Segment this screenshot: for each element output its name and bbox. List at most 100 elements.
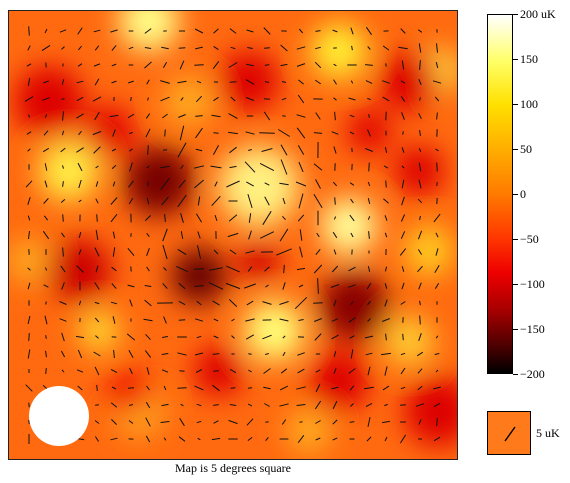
temperature-spot — [384, 316, 434, 366]
polarization-vector — [399, 434, 407, 444]
polarization-vector — [178, 47, 186, 49]
temperature-spot — [321, 198, 377, 254]
polarization-vector — [61, 98, 65, 100]
polarization-vector — [128, 349, 134, 359]
polarization-vector — [111, 164, 117, 170]
polarization-vector — [384, 146, 388, 154]
polarization-vector — [194, 318, 204, 322]
polarization-vector — [280, 144, 288, 156]
polarization-vector — [212, 60, 220, 70]
polarization-vector — [92, 96, 102, 102]
polarization-vector — [214, 181, 218, 187]
polarization-vector — [415, 403, 425, 407]
polarization-vector — [160, 177, 170, 191]
polarization-vector — [418, 148, 422, 152]
polarization-vector — [110, 301, 118, 305]
polarization-vector — [333, 79, 337, 85]
polarization-vector — [27, 267, 31, 271]
polarization-vector — [435, 369, 439, 373]
polarization-vector — [110, 197, 118, 205]
polarization-vector — [210, 165, 222, 169]
polarization-vector — [77, 63, 83, 67]
polarization-vector — [297, 368, 305, 374]
polarization-vector — [367, 266, 371, 272]
polarization-vector — [348, 284, 356, 288]
polarization-vector — [229, 28, 237, 34]
polarization-vector — [197, 196, 201, 206]
polarization-vector — [368, 162, 370, 172]
polarization-vector — [160, 80, 170, 84]
polarization-vector — [259, 132, 275, 134]
colorbar-tick-label: −150 — [520, 322, 545, 336]
polarization-vector — [350, 27, 354, 35]
temperature-spot — [164, 76, 214, 126]
polarization-vector — [78, 45, 82, 51]
polarization-vector — [27, 45, 31, 51]
polarization-vector — [296, 114, 306, 118]
polarization-vector — [229, 146, 237, 154]
polarization-vector — [384, 403, 388, 407]
polarization-vector — [330, 284, 340, 288]
polarization-vector — [247, 193, 253, 209]
polarization-vector — [264, 196, 270, 206]
polarization-vector — [213, 318, 219, 322]
polarization-vector — [297, 352, 305, 356]
polarization-vector — [417, 385, 423, 391]
map-caption: Map is 5 degrees square — [175, 461, 291, 475]
polarization-vector — [43, 198, 49, 204]
polarization-vector — [194, 179, 204, 189]
polarization-vector — [28, 230, 30, 240]
polarization-vector — [146, 79, 150, 85]
polarization-vector — [332, 29, 338, 33]
colorbar-tick — [513, 239, 518, 240]
polarization-vector — [349, 214, 355, 222]
polarization-vector — [193, 268, 205, 270]
polarization-vector — [178, 300, 186, 306]
polarization-vector — [315, 420, 321, 424]
polarization-vector — [94, 317, 100, 323]
polarization-vector — [208, 282, 224, 290]
polarization-vector — [193, 165, 205, 169]
polarization-vector — [262, 301, 272, 305]
colorbar-tick-label: −100 — [520, 277, 545, 291]
polarization-vector — [161, 369, 169, 373]
polarization-vector — [350, 232, 354, 238]
polarization-vector — [76, 369, 84, 373]
polarization-vector — [331, 334, 339, 340]
polarization-vector — [59, 318, 67, 322]
polarization-vector — [194, 28, 204, 34]
polarization-vector — [263, 386, 271, 390]
polarization-vector — [163, 437, 167, 441]
polarization-vector — [228, 131, 238, 135]
polarization-vector — [145, 435, 151, 443]
polarization-vector — [128, 404, 134, 406]
polarization-vector — [231, 318, 235, 322]
polarization-vector — [248, 369, 252, 373]
polarization-vector — [401, 112, 405, 120]
polarization-vector — [179, 60, 185, 70]
polarization-vector — [367, 216, 371, 220]
polarization-vector — [128, 80, 134, 84]
polarization-vector — [316, 232, 320, 238]
polarization-vector — [230, 46, 236, 50]
polarization-vector — [246, 63, 254, 67]
polarization-vector — [365, 80, 373, 84]
colorbar-tick-label: 150 — [520, 52, 538, 66]
temperature-spot — [379, 51, 439, 111]
polarization-vector — [398, 46, 408, 50]
polarization-vector — [331, 265, 339, 273]
polarization-vector — [351, 45, 353, 51]
polarization-vector — [161, 403, 169, 407]
polarization-vector — [94, 247, 100, 257]
polarization-vector — [130, 97, 132, 101]
polarization-vector — [178, 282, 186, 290]
polarization-vector — [160, 96, 170, 102]
polarization-vector — [367, 300, 371, 306]
polarization-vector — [434, 96, 440, 102]
polarization-vector — [44, 114, 48, 118]
polarization-vector — [59, 301, 67, 305]
polarization-vector — [41, 44, 51, 52]
temperature-spot — [107, 369, 151, 413]
polarization-vector — [42, 230, 50, 240]
polarization-vector — [75, 335, 85, 339]
